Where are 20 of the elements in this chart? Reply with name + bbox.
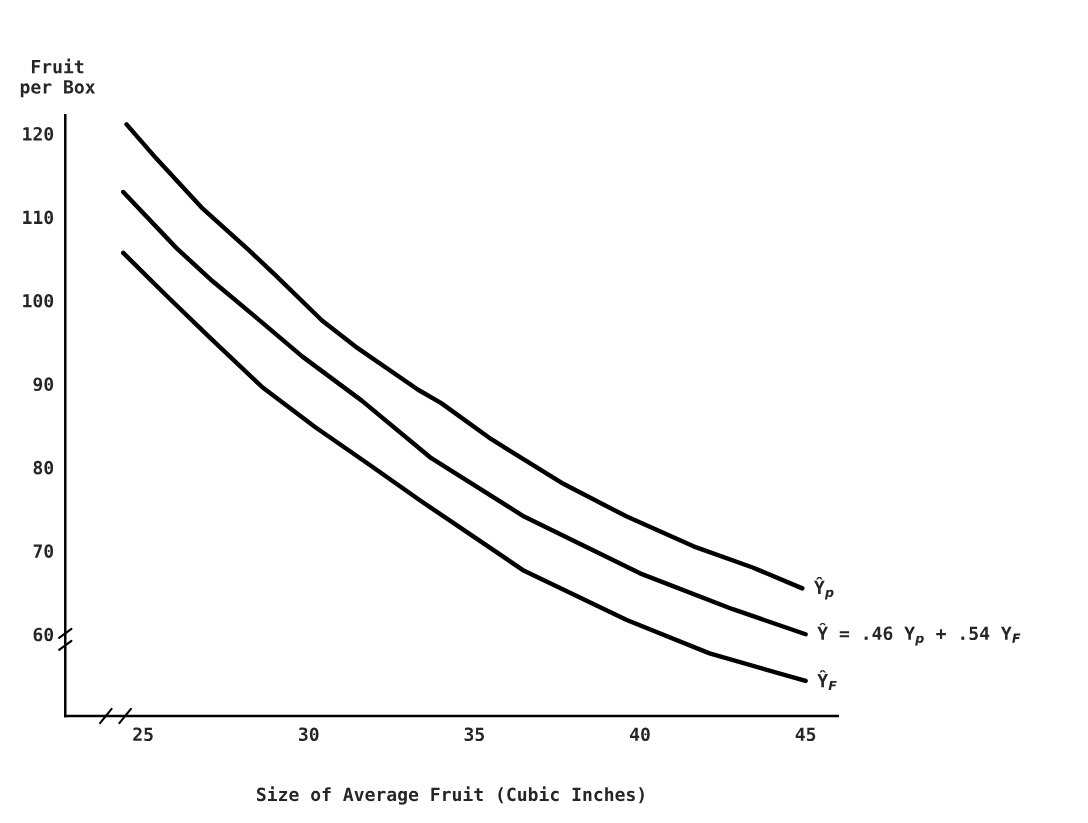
y-axis-title: Fruit per Box [20, 58, 96, 98]
line-series [124, 122, 805, 591]
x-tick-label: 40 [630, 727, 650, 742]
y-tick-label: 100 [23, 293, 54, 308]
y-tick-label: 80 [33, 460, 54, 475]
series-label: Ŷ = .46 Y$_{p}$ + .54 Y$_{F}$ [817, 622, 1021, 646]
line-series [121, 189, 808, 637]
series-label: Ŷ$_{F}$ [817, 670, 837, 691]
y-tick-label: 70 [33, 544, 54, 558]
x-axis-title: Size of Average Fruit (Cubic Inches) [257, 786, 644, 805]
y-tick-label: 110 [23, 210, 54, 225]
y-tick-label: 90 [33, 377, 54, 392]
x-tick-label: 35 [464, 727, 485, 742]
y-tick-label: 120 [23, 127, 54, 141]
series-label: Ŷ$_{p}$ [813, 577, 834, 600]
y-tick-label: 60 [33, 627, 54, 642]
x-tick-label: 25 [133, 727, 153, 742]
line-series [121, 250, 808, 684]
x-tick-label: 45 [795, 727, 816, 742]
x-tick-label: 30 [298, 727, 319, 742]
